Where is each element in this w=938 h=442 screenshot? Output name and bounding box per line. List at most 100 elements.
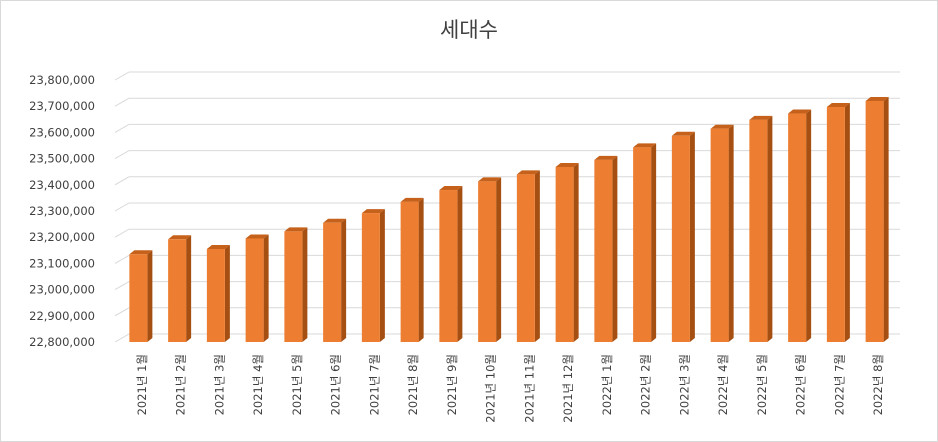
bar — [168, 235, 192, 342]
x-tick-label: 2021년 10월 — [484, 354, 498, 423]
bar-front — [555, 166, 574, 342]
bar-front — [323, 222, 342, 342]
bar-side — [651, 143, 657, 342]
bar — [633, 143, 657, 342]
bar-top — [594, 155, 618, 160]
bar-side — [186, 235, 192, 342]
gridline-depth — [114, 228, 130, 238]
bar — [826, 102, 850, 343]
x-tick-label: 2022년 8월 — [871, 354, 885, 415]
bar — [788, 109, 812, 342]
bar-front — [400, 201, 419, 342]
bar-front — [478, 181, 497, 342]
x-tick-label: 2021년 7월 — [367, 354, 381, 415]
bar-side — [457, 186, 463, 342]
bar — [245, 234, 269, 342]
bar — [865, 96, 889, 343]
bar-top — [206, 244, 230, 249]
y-tick-label: 22,800,000 — [29, 335, 95, 349]
bar-top — [439, 186, 463, 191]
bar-side — [728, 124, 734, 343]
bar — [323, 218, 347, 342]
bar-front — [206, 248, 225, 342]
gridline-depth — [114, 254, 130, 264]
bar-front — [633, 147, 652, 342]
bar-side — [689, 131, 695, 342]
y-tick-label: 23,200,000 — [29, 230, 95, 244]
x-tick-label: 2021년 5월 — [290, 354, 304, 415]
bar-top — [284, 227, 308, 232]
y-tick-label: 23,400,000 — [29, 178, 95, 192]
bar-side — [263, 234, 269, 342]
bar-top — [749, 115, 773, 120]
y-tick-label: 23,500,000 — [29, 152, 95, 166]
bar-side — [844, 102, 850, 343]
bar — [594, 155, 618, 342]
bar — [439, 186, 463, 342]
bar-side — [806, 109, 812, 342]
bar — [129, 250, 153, 342]
gridline-depth — [114, 281, 130, 291]
bar-top — [323, 218, 347, 223]
bar-side — [496, 177, 502, 342]
gridline-depth — [114, 97, 130, 107]
x-tick-label: 2021년 8월 — [406, 354, 420, 415]
bar — [671, 131, 695, 342]
bar-top — [400, 197, 424, 202]
gridline-depth — [114, 202, 130, 212]
x-tick-label: 2021년 12월 — [561, 354, 575, 423]
bar-side — [573, 162, 579, 342]
bar-side — [302, 227, 308, 342]
bar-side — [224, 244, 230, 342]
x-axis: 2021년 1월 2021년 2월 2021년 3월 2021년 4월 2021년 5월… — [135, 354, 885, 423]
bar-side — [379, 209, 385, 342]
bar-front — [826, 106, 845, 343]
x-tick-label: 2021년 2월 — [174, 354, 188, 415]
bar-front — [671, 135, 690, 342]
gridline-depth — [114, 123, 130, 133]
bar-side — [418, 197, 424, 342]
bar-top — [865, 96, 889, 101]
bar-top — [633, 143, 657, 148]
gridline-depth — [114, 333, 130, 343]
y-axis: 22,800,000 22,900,000 23,000,000 23,100,000… — [29, 73, 95, 349]
bar-front — [710, 128, 729, 342]
bar-top — [516, 170, 540, 175]
y-tick-label: 23,700,000 — [29, 99, 95, 113]
bar-top — [671, 131, 695, 136]
bar — [555, 162, 579, 342]
x-tick-label: 2021년 4월 — [251, 354, 265, 415]
bar-side — [147, 250, 153, 342]
bar-front — [516, 174, 535, 342]
bar-side — [341, 218, 347, 342]
x-tick-label: 2022년 2월 — [639, 354, 653, 415]
y-tick-label: 23,100,000 — [29, 256, 95, 270]
bar-top — [555, 162, 579, 167]
x-tick-label: 2021년 1월 — [135, 354, 149, 415]
bar-front — [284, 231, 303, 342]
bar-top — [710, 124, 734, 129]
bar-side — [534, 170, 540, 342]
bar-front — [865, 100, 884, 343]
gridline-depth — [114, 71, 130, 81]
x-tick-label: 2021년 6월 — [329, 354, 343, 415]
bar-front — [439, 190, 458, 342]
bar — [400, 197, 424, 342]
y-tick-label: 23,000,000 — [29, 283, 95, 297]
bar-front — [788, 113, 807, 342]
x-tick-label: 2022년 4월 — [716, 354, 730, 415]
bar — [206, 244, 230, 342]
bar — [284, 227, 308, 342]
x-tick-label: 2022년 3월 — [677, 354, 691, 415]
x-tick-label: 2021년 3월 — [212, 354, 226, 415]
bar — [361, 209, 385, 342]
bars — [129, 96, 889, 343]
gridline-depth — [114, 307, 130, 317]
y-tick-label: 23,800,000 — [29, 73, 95, 87]
bar-top — [245, 234, 269, 239]
y-tick-label: 23,300,000 — [29, 204, 95, 218]
bar-front — [245, 238, 264, 342]
y-tick-label: 22,900,000 — [29, 309, 95, 323]
